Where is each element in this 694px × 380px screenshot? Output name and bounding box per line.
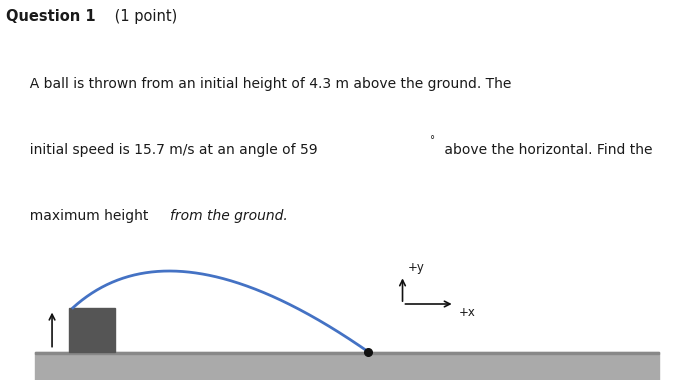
Text: Question 1: Question 1 [6,9,95,24]
Bar [35,352,659,354]
Bar [69,308,115,352]
Text: +y: +y [408,261,425,274]
Text: initial speed is 15.7 m/s at an angle of 59: initial speed is 15.7 m/s at an angle of… [21,143,317,157]
Bar [35,352,659,380]
Text: A ball is thrown from an initial height of 4.3 m above the ground. The: A ball is thrown from an initial height … [21,77,511,91]
Text: (1 point): (1 point) [110,9,177,24]
Text: above the horizontal. Find the: above the horizontal. Find the [440,143,652,157]
Text: +x: +x [459,306,475,319]
Text: maximum height: maximum height [21,209,153,223]
Text: °: ° [430,136,435,146]
Text: from the ground.: from the ground. [170,209,288,223]
